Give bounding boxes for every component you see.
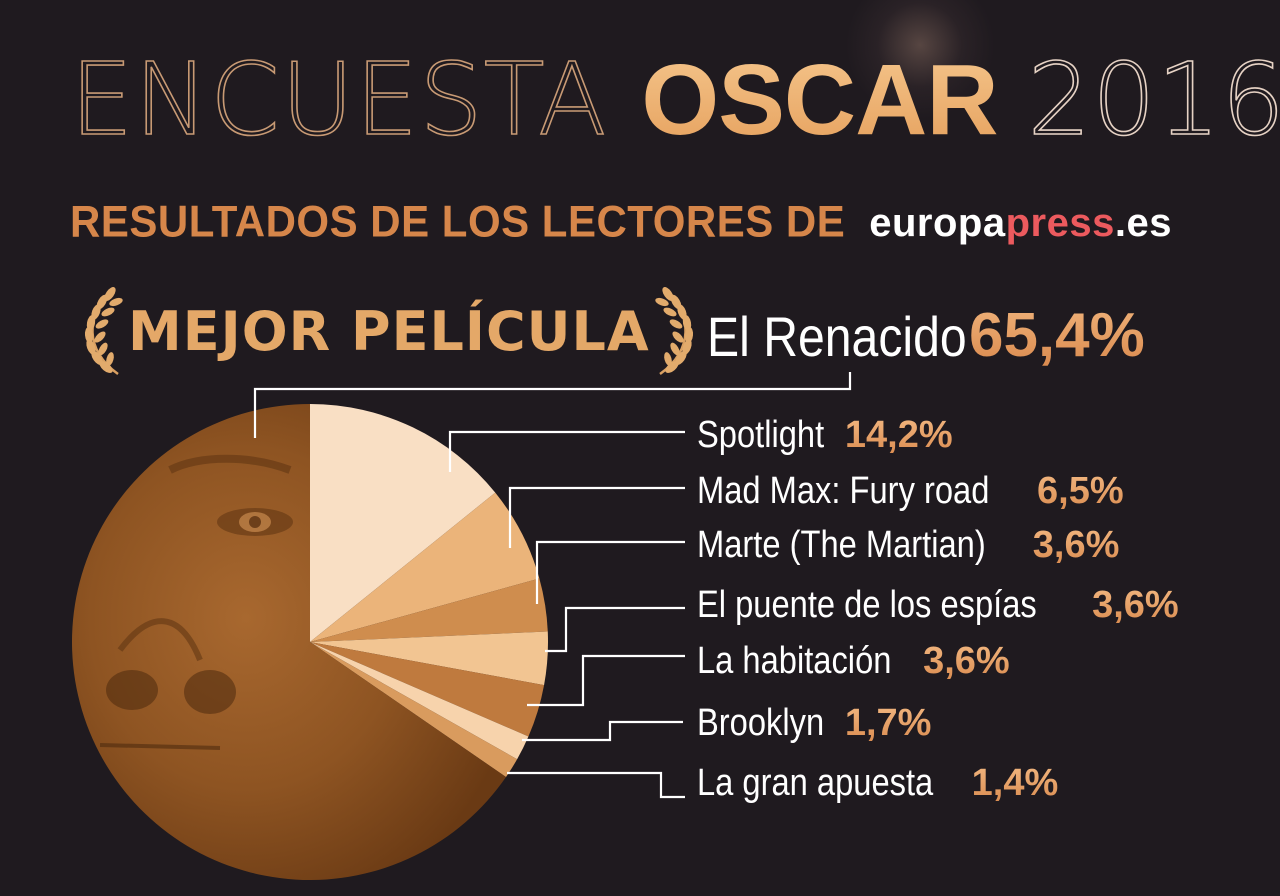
subtitle: RESULTADOS DE LOS LECTORES DE europapres… <box>70 196 1172 248</box>
laurel-left-icon <box>84 287 123 376</box>
pie-slices <box>72 404 548 881</box>
legend-name: El puente de los espías <box>697 584 1037 626</box>
legend-percent: 3,6% <box>1092 584 1179 626</box>
pie-slice-el-puente-de-los-esp-as <box>310 631 548 686</box>
legend-name: Marte (The Martian) <box>697 524 986 566</box>
title-year: 2016 <box>1027 41 1280 158</box>
pie-slice-brooklyn <box>310 642 529 760</box>
leader-line-brooklyn <box>522 720 683 742</box>
winner-name: El Renacido <box>707 305 967 368</box>
legend-percent: 3,6% <box>923 640 1010 682</box>
title-highlight: OSCAR <box>641 44 998 156</box>
title-prefix: ENCUESTA <box>69 41 608 158</box>
title-glow <box>845 0 995 120</box>
leader-line-la-habitacion <box>527 654 685 707</box>
winner-label: El Renacido 65,4% <box>707 300 1145 371</box>
legend-name: Mad Max: Fury road <box>697 470 990 512</box>
legend-name: La habitación <box>697 640 892 682</box>
leader-line-la-gran-apuesta <box>507 771 685 799</box>
legend-percent: 14,2% <box>844 414 953 456</box>
legend-item-marte: Marte (The Martian) 3,6% <box>697 524 1119 568</box>
category-label: MEJOR PELÍCULA <box>128 300 650 363</box>
laurel-right-icon <box>654 287 693 376</box>
leader-line-el-puente <box>545 606 685 653</box>
pie-slice-la-gran-apuesta <box>310 642 518 778</box>
leader-lines <box>253 372 852 799</box>
page-title: ENCUESTA OSCAR 2016 <box>69 41 1280 158</box>
leader-line-mad-max <box>508 486 685 548</box>
brand-part-press: press <box>1005 201 1115 245</box>
legend-percent: 6,5% <box>1037 470 1124 512</box>
legend-item-brooklyn: Brooklyn 1,7% <box>697 702 931 746</box>
brand-part-es: .es <box>1114 201 1172 245</box>
pie-slice-mad-max-fury-road <box>310 492 540 642</box>
leader-line-spotlight <box>448 430 685 472</box>
brand-logo: europapress.es <box>869 201 1172 246</box>
subtitle-text: RESULTADOS DE LOS LECTORES DE <box>70 196 846 247</box>
category-heading: MEJOR PELÍCULA <box>72 282 706 382</box>
legend-name: Spotlight <box>697 414 825 456</box>
legend-item-la-gran-apuesta: La gran apuesta 1,4% <box>697 762 1058 806</box>
legend-name: Brooklyn <box>697 702 825 744</box>
brand-part-europa: europa <box>869 201 1006 245</box>
pie-slice-la-habitaci-n <box>310 642 545 737</box>
legend-item-mad-max: Mad Max: Fury road 6,5% <box>697 470 1124 514</box>
pie-slice-marte-the-martian- <box>310 578 548 642</box>
leader-line-marte <box>535 540 685 604</box>
legend-name: La gran apuesta <box>697 762 934 804</box>
legend-percent: 1,4% <box>971 762 1059 804</box>
legend-item-el-puente: El puente de los espías 3,6% <box>697 584 1179 628</box>
winner-percent: 65,4% <box>968 301 1145 370</box>
legend-percent: 1,7% <box>844 702 932 744</box>
legend-percent: 3,6% <box>1032 524 1120 566</box>
leader-line-el-renacido <box>253 372 852 438</box>
legend-item-la-habitacion: La habitación 3,6% <box>697 640 1010 684</box>
legend-item-spotlight: Spotlight 14,2% <box>697 414 953 458</box>
photo-slice-texture <box>99 454 293 750</box>
pie-slice-el-renacido <box>72 404 507 881</box>
